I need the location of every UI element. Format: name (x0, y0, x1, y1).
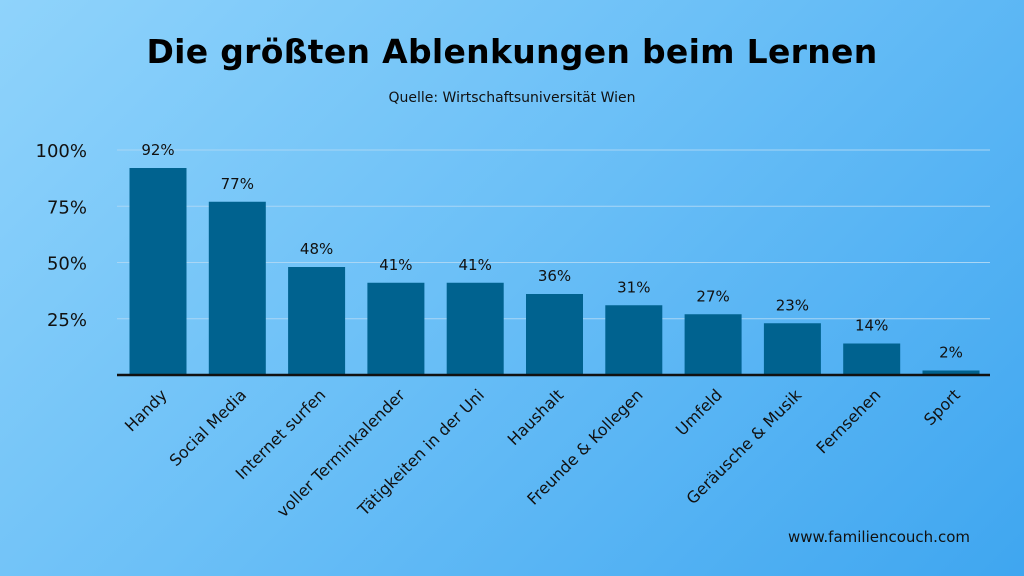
bar (208, 201, 266, 375)
bar (922, 370, 980, 375)
category-label: Fernsehen (812, 385, 884, 457)
data-label: 41% (459, 256, 492, 274)
bar (605, 305, 663, 375)
data-labels: 92% 77% 48% 41% 41% 36% 31% 27% 23% 14% 2% (141, 141, 963, 362)
data-label: 41% (379, 256, 412, 274)
bar (446, 282, 504, 375)
bars (129, 168, 980, 375)
data-label: 77% (221, 175, 254, 193)
data-label: 27% (696, 287, 729, 305)
category-label: voller Terminkalender (273, 385, 409, 521)
y-tick-label: 50% (47, 254, 87, 275)
bar (763, 323, 821, 375)
chart-title: Die größten Ablenkungen beim Lernen (146, 32, 878, 71)
category-label: Social Media (166, 385, 251, 470)
y-tick-label: 25% (47, 310, 87, 331)
data-label: 14% (855, 317, 888, 335)
bar (684, 314, 742, 375)
y-tick-label: 100% (36, 141, 87, 162)
chart-subtitle: Quelle: Wirtschaftsuniversität Wien (388, 90, 636, 106)
bar (367, 282, 425, 375)
data-label: 31% (617, 278, 650, 296)
category-label: Umfeld (672, 385, 726, 439)
data-label: 2% (939, 344, 963, 362)
data-label: 48% (300, 240, 333, 258)
bar (129, 168, 187, 375)
y-axis-ticks: 25% 50% 75% 100% (36, 141, 87, 331)
bar (526, 294, 583, 375)
category-label: Handy (121, 385, 171, 435)
data-label: 92% (141, 141, 174, 159)
category-label: Sport (920, 385, 964, 429)
bar (288, 267, 346, 375)
data-label: 23% (776, 296, 809, 314)
source-url: www.familiencouch.com (787, 528, 970, 546)
category-label: Haushalt (504, 385, 568, 449)
bar (843, 343, 901, 375)
data-label: 36% (538, 267, 571, 285)
y-tick-label: 75% (47, 197, 87, 218)
category-label: Tätigkeiten in der Uni (353, 385, 488, 520)
